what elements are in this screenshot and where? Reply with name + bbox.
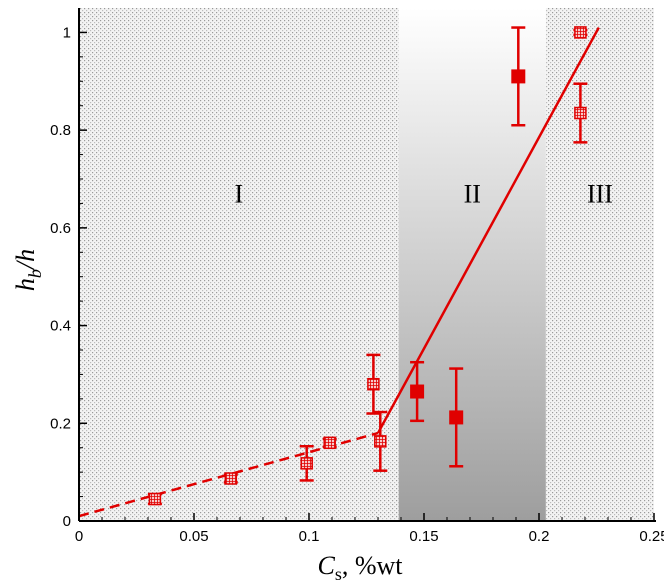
hatched-square-point-7 — [573, 26, 588, 39]
y-axis-title-sub: b — [25, 269, 45, 278]
filled-square-marker — [511, 69, 526, 84]
filled-square-marker — [449, 410, 464, 425]
y-tick-label-2: 0.4 — [50, 318, 71, 335]
y-tick-label-0: 0 — [63, 513, 71, 530]
y-axis-title-main: h — [11, 278, 40, 291]
hatched-square-point-2 — [223, 472, 238, 485]
hatched-square-marker — [323, 436, 336, 450]
region-2-label: II — [464, 180, 481, 209]
x-axis-title: Cs, %wt — [317, 551, 403, 584]
x-axis-title-main: C — [317, 551, 335, 580]
filled-square-point-1 — [410, 360, 425, 423]
y-axis-title-rest: /h — [11, 249, 40, 271]
y-tick-label-1: 0.2 — [50, 415, 71, 432]
region-1-background — [79, 8, 399, 521]
x-tick-label-3: 0.15 — [409, 528, 438, 545]
region-1-label: I — [235, 180, 244, 209]
y-tick-label-3: 0.6 — [50, 220, 71, 237]
x-axis-title-rest: , %wt — [342, 551, 403, 580]
region-2-background — [398, 8, 546, 521]
hatched-square-marker — [374, 435, 387, 448]
y-tick-label-4: 0.8 — [50, 122, 71, 139]
x-tick-label-5: 0.25 — [639, 528, 664, 545]
region-3-background — [545, 8, 654, 521]
hatched-square-point-4 — [322, 436, 337, 450]
hatched-square-marker — [574, 26, 587, 39]
x-tick-label-0: 0 — [75, 528, 83, 545]
hatched-square-marker — [224, 472, 238, 485]
hatched-square-point-3 — [299, 444, 314, 482]
region-layer — [79, 8, 654, 521]
region-3-label: III — [587, 180, 613, 209]
x-tick-label-4: 0.2 — [529, 528, 550, 545]
filled-square-marker — [410, 384, 425, 399]
label-layer: I II III — [235, 180, 613, 209]
x-tick-label-1: 0.05 — [179, 528, 208, 545]
solid-fit-line — [376, 26, 600, 434]
y-axis-title: hb/h — [11, 249, 45, 291]
hatched-square-marker — [367, 377, 380, 391]
x-axis-title-sub: s — [335, 564, 342, 584]
marker-layer — [147, 26, 588, 506]
y-tick-label-5: 1 — [63, 24, 71, 41]
hatched-square-point-8 — [573, 82, 588, 144]
hatched-square-point-1 — [147, 492, 162, 506]
hatched-square-marker — [148, 492, 162, 506]
hatched-square-marker — [300, 457, 313, 470]
filled-square-point-3 — [511, 26, 526, 127]
hatched-square-marker — [574, 106, 587, 120]
x-tick-label-2: 0.1 — [299, 528, 320, 545]
hatched-square-point-6 — [373, 410, 388, 472]
hatched-square-point-5 — [366, 353, 381, 415]
axis-layer: 0 0.05 0.1 0.15 0.2 0.25 0 0.2 0.4 0.6 0.8 1 — [50, 8, 664, 545]
filled-square-point-2 — [449, 367, 464, 468]
